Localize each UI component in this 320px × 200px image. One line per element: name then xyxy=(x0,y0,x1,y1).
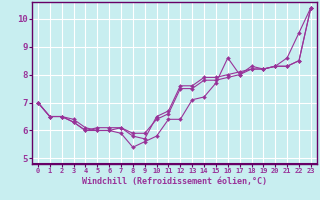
X-axis label: Windchill (Refroidissement éolien,°C): Windchill (Refroidissement éolien,°C) xyxy=(82,177,267,186)
